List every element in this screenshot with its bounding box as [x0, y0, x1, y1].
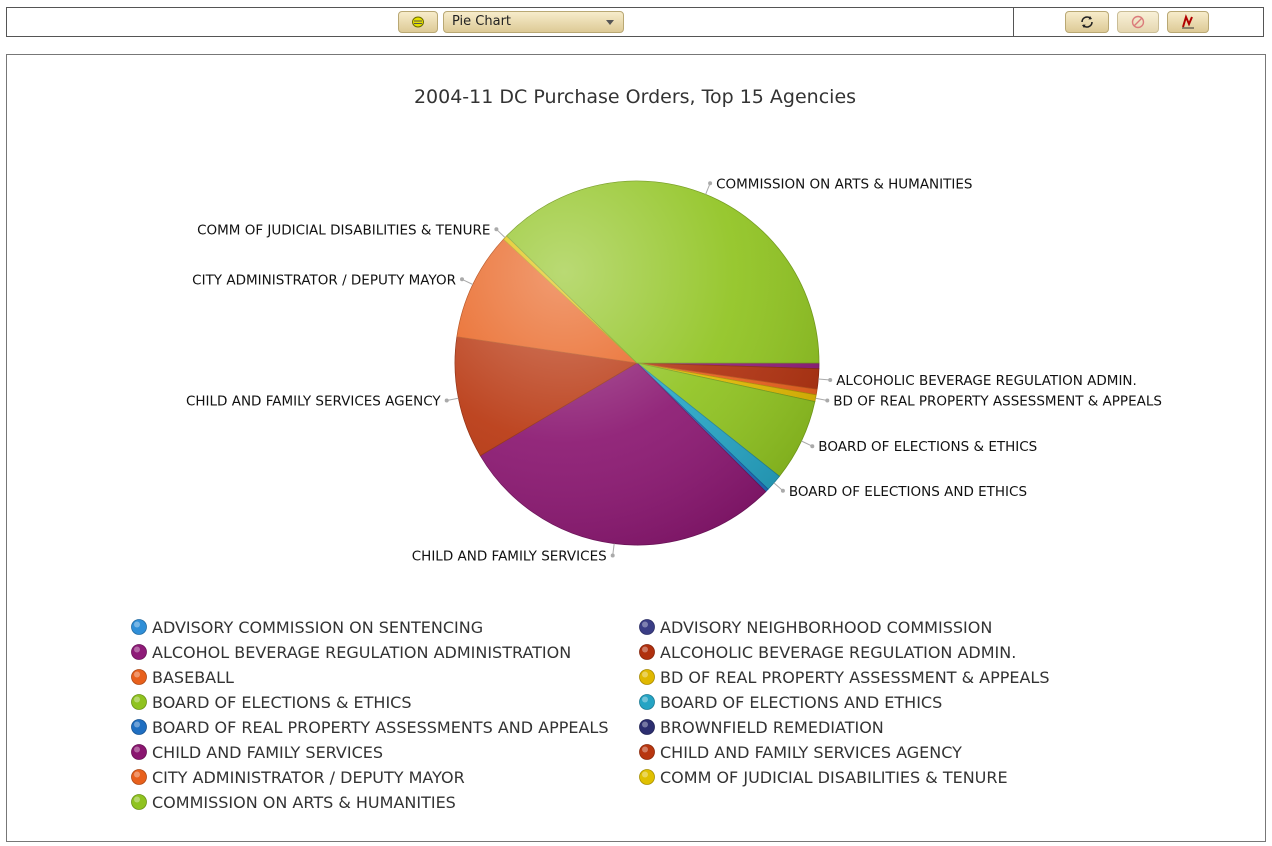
legend-swatch-highlight — [642, 696, 648, 703]
legend-swatch-highlight — [642, 746, 648, 753]
database-icon — [412, 16, 424, 28]
legend-item[interactable]: COMMISSION ON ARTS & HUMANITIES — [131, 793, 456, 812]
chevron-down-icon — [606, 20, 614, 25]
pie-chart: 2004-11 DC Purchase Orders, Top 15 Agenc… — [131, 86, 1162, 812]
legend-label: ALCOHOL BEVERAGE REGULATION ADMINISTRATI… — [152, 643, 571, 662]
legend-swatch-icon — [639, 644, 655, 660]
legend-item[interactable]: CHILD AND FAMILY SERVICES AGENCY — [639, 743, 963, 762]
legend-label: BD OF REAL PROPERTY ASSESSMENT & APPEALS — [660, 668, 1050, 687]
label-leader-line — [496, 228, 506, 238]
label-leader-dot — [825, 398, 830, 403]
legend-item[interactable]: CHILD AND FAMILY SERVICES — [131, 743, 384, 762]
legend-item[interactable]: BD OF REAL PROPERTY ASSESSMENT & APPEALS — [639, 668, 1050, 687]
database-button[interactable] — [398, 11, 438, 33]
legend-item[interactable]: ALCOHOL BEVERAGE REGULATION ADMINISTRATI… — [131, 643, 572, 662]
legend-swatch-highlight — [642, 646, 648, 653]
refresh-icon — [1081, 16, 1093, 28]
legend-item[interactable]: BOARD OF ELECTIONS & ETHICS — [131, 693, 412, 712]
legend-swatch-highlight — [134, 796, 140, 803]
legend-swatch-icon — [131, 669, 147, 685]
legend-label: ALCOHOLIC BEVERAGE REGULATION ADMIN. — [660, 643, 1016, 662]
label-leader-dot — [494, 227, 499, 232]
legend-swatch-icon — [131, 744, 147, 760]
legend-swatch-icon — [639, 744, 655, 760]
legend-swatch-icon — [131, 644, 147, 660]
legend-swatch-highlight — [134, 771, 140, 778]
label-leader-dot — [810, 444, 815, 449]
label-leader-dot — [828, 378, 833, 382]
legend-label: ADVISORY COMMISSION ON SENTENCING — [152, 618, 483, 637]
legend-swatch-highlight — [642, 621, 648, 628]
legend-swatch-highlight — [642, 721, 648, 728]
refresh-button[interactable] — [1065, 11, 1109, 33]
legend-item[interactable]: CITY ADMINISTRATOR / DEPUTY MAYOR — [131, 768, 465, 787]
slice-label: CHILD AND FAMILY SERVICES AGENCY — [186, 394, 441, 410]
legend-swatch-highlight — [642, 671, 648, 678]
legend-swatch-icon — [639, 719, 655, 735]
slice-label: ALCOHOLIC BEVERAGE REGULATION ADMIN. — [836, 373, 1137, 389]
slice-label: COMM OF JUDICIAL DISABILITIES & TENURE — [197, 222, 490, 238]
chart-panel: 2004-11 DC Purchase Orders, Top 15 Agenc… — [6, 54, 1266, 842]
legend-swatch-icon — [131, 769, 147, 785]
legend-swatch-icon — [131, 694, 147, 710]
legend-swatch-highlight — [134, 696, 140, 703]
stop-button[interactable] — [1117, 11, 1159, 33]
slice-label: BD OF REAL PROPERTY ASSESSMENT & APPEALS — [833, 394, 1162, 410]
slice-label: CITY ADMINISTRATOR / DEPUTY MAYOR — [192, 272, 456, 288]
chart-type-select-value: Pie Chart — [452, 14, 512, 29]
label-leader-dot — [708, 181, 713, 186]
legend-swatch-highlight — [134, 621, 140, 628]
slice-label: BOARD OF ELECTIONS & ETHICS — [818, 439, 1037, 455]
chart-title: 2004-11 DC Purchase Orders, Top 15 Agenc… — [414, 86, 856, 108]
legend-item[interactable]: ALCOHOLIC BEVERAGE REGULATION ADMIN. — [639, 643, 1017, 662]
legend-label: COMM OF JUDICIAL DISABILITIES & TENURE — [660, 768, 1008, 787]
legend-item[interactable]: BOARD OF ELECTIONS AND ETHICS — [639, 693, 943, 712]
slice-label: CHILD AND FAMILY SERVICES — [412, 549, 607, 565]
legend-label: CHILD AND FAMILY SERVICES — [152, 743, 383, 762]
label-leader-dot — [780, 488, 785, 493]
legend-swatch-icon — [639, 669, 655, 685]
label-leader-dot — [460, 277, 464, 282]
legend-swatch-icon — [131, 619, 147, 635]
legend-swatch-icon — [131, 719, 147, 735]
slice-label: BOARD OF ELECTIONS AND ETHICS — [789, 484, 1027, 500]
legend-item[interactable]: ADVISORY NEIGHBORHOOD COMMISSION — [639, 618, 993, 637]
legend-item[interactable]: BASEBALL — [131, 668, 235, 687]
legend-swatch-icon — [131, 794, 147, 810]
legend-item[interactable]: BOARD OF REAL PROPERTY ASSESSMENTS AND A… — [131, 718, 609, 737]
legend-swatch-icon — [639, 694, 655, 710]
label-leader-dot — [610, 553, 615, 558]
edit-button[interactable] — [1167, 11, 1209, 33]
slice-label: COMMISSION ON ARTS & HUMANITIES — [716, 176, 972, 192]
legend-swatch-icon — [639, 619, 655, 635]
legend-swatch-highlight — [642, 771, 648, 778]
label-leader-line — [801, 440, 813, 447]
legend-item[interactable]: COMM OF JUDICIAL DISABILITIES & TENURE — [639, 768, 1008, 787]
legend-label: BASEBALL — [152, 668, 234, 687]
toolbar-divider — [1013, 8, 1014, 36]
legend-label: COMMISSION ON ARTS & HUMANITIES — [152, 793, 456, 812]
toolbar: Pie Chart — [6, 7, 1264, 37]
legend-label: BOARD OF ELECTIONS & ETHICS — [152, 693, 411, 712]
edit-icon — [1182, 14, 1194, 29]
legend-label: BROWNFIELD REMEDIATION — [660, 718, 884, 737]
label-leader-dot — [444, 398, 449, 403]
legend-item[interactable]: BROWNFIELD REMEDIATION — [639, 718, 884, 737]
legend-swatch-highlight — [134, 671, 140, 678]
legend-label: BOARD OF ELECTIONS AND ETHICS — [660, 693, 942, 712]
legend-label: CITY ADMINISTRATOR / DEPUTY MAYOR — [152, 768, 465, 787]
legend-label: BOARD OF REAL PROPERTY ASSESSMENTS AND A… — [152, 718, 609, 737]
legend-label: CHILD AND FAMILY SERVICES AGENCY — [660, 743, 962, 762]
legend-item[interactable]: ADVISORY COMMISSION ON SENTENCING — [131, 618, 484, 637]
stop-icon — [1131, 15, 1145, 29]
legend-label: ADVISORY NEIGHBORHOOD COMMISSION — [660, 618, 992, 637]
legend-swatch-highlight — [134, 721, 140, 728]
chart-type-select[interactable]: Pie Chart — [443, 11, 624, 33]
legend-swatch-icon — [639, 769, 655, 785]
legend-swatch-highlight — [134, 746, 140, 753]
legend-swatch-highlight — [134, 646, 140, 653]
